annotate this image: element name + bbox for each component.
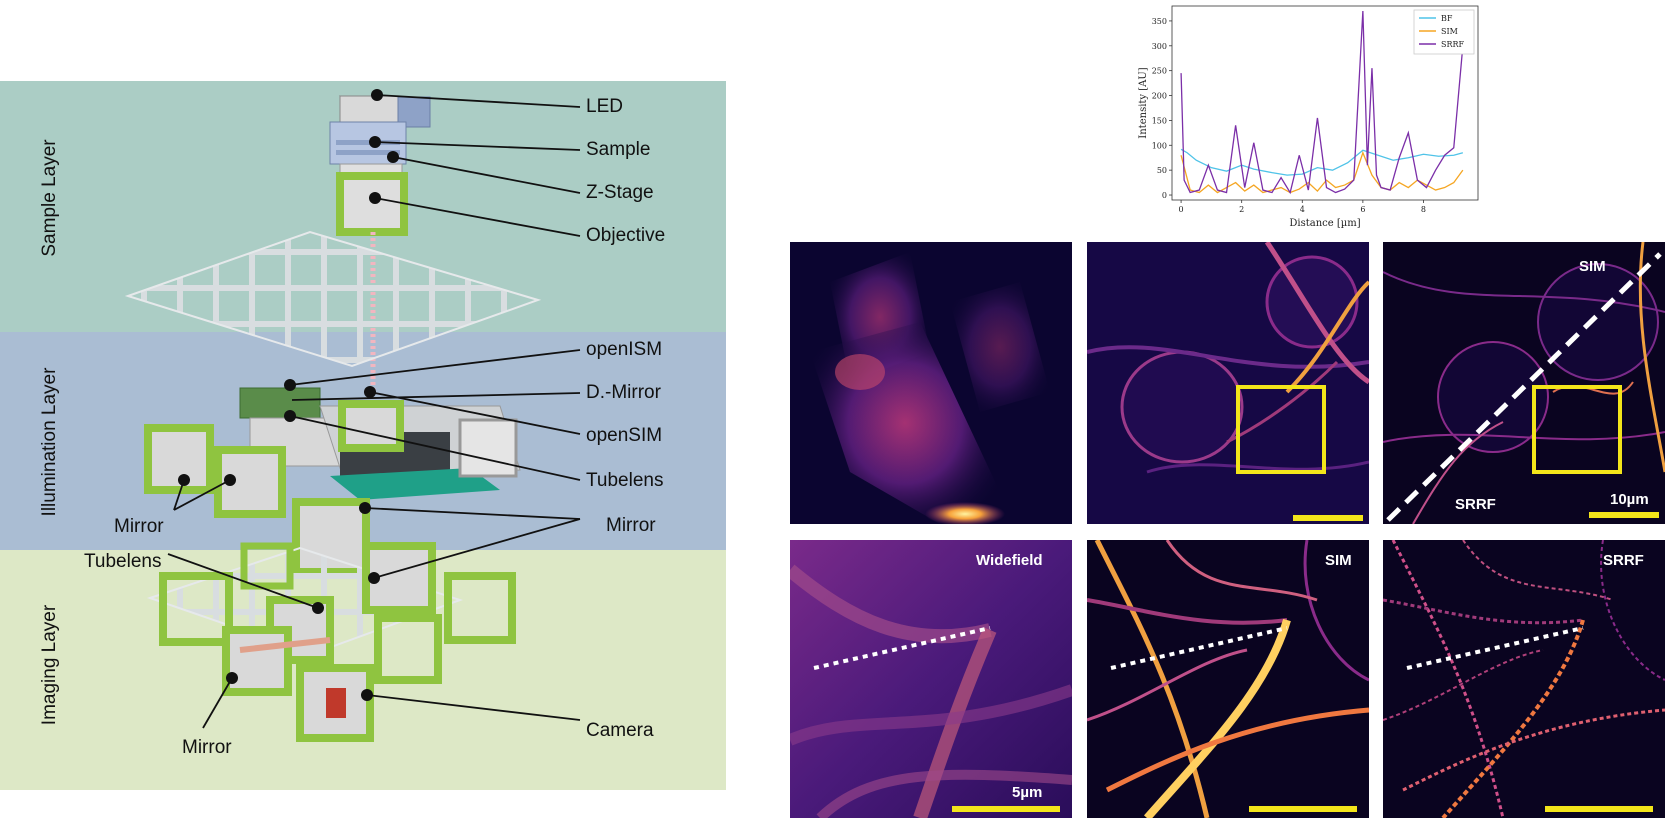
callout-lines (167, 94, 581, 729)
led-module (338, 95, 431, 128)
callout-dots (178, 89, 399, 701)
sim-srrf-overview-image (1383, 242, 1665, 524)
label-bottom-srrf: SRRF (1603, 552, 1644, 569)
base-plate-sample (124, 230, 542, 368)
scalebar-bottom-left (952, 806, 1060, 812)
widefield-zoom-image (790, 540, 1072, 818)
scale-label-bottom-left: 5µm (1012, 784, 1043, 801)
y-tick-label: 100 (1152, 141, 1167, 150)
intensity-profile-chart: 0 2 4 6 8 0 50 100 150 200 250 300 350 Distance [µm] I… (1122, 0, 1484, 234)
sim-overview-image (1087, 242, 1369, 474)
x-tick-label: 4 (1300, 205, 1305, 214)
illumination-modules (144, 387, 521, 576)
callout-tubelens-left: Tubelens (84, 551, 162, 572)
scale-label-top-right: 10µm (1610, 491, 1649, 508)
panel-top-middle-sim (1087, 242, 1369, 524)
panel-bottom-left-widefield: Widefield 5µm (790, 540, 1072, 818)
srrf-zoom-image (1383, 540, 1665, 818)
microscope-assembly-diagram (124, 89, 581, 742)
y-tick-label: 50 (1157, 166, 1167, 175)
y-axis-label: Intensity [AU] (1138, 67, 1149, 138)
x-tick-label: 0 (1179, 205, 1184, 214)
callout-openism: openISM (586, 339, 663, 360)
series-line-sim (1180, 150, 1464, 194)
scalebar-bottom-right (1545, 806, 1653, 812)
x-tick-label: 6 (1360, 205, 1365, 214)
y-tick-label: 350 (1152, 17, 1167, 26)
y-tick-label: 150 (1152, 116, 1167, 125)
label-top-right-srrf: SRRF (1455, 496, 1496, 513)
raw-sim-image (810, 252, 1050, 524)
scalebar-top-middle (1293, 515, 1363, 521)
callout-mirror-left: Mirror (114, 516, 164, 537)
y-tick-label: 250 (1152, 67, 1167, 76)
panel-bottom-right-srrf: SRRF (1383, 540, 1665, 818)
callout-tubelens-right: Tubelens (586, 470, 664, 491)
y-tick-label: 300 (1152, 42, 1167, 51)
imaging-modules (146, 542, 516, 742)
intensity-profile-svg: 0 2 4 6 8 0 50 100 150 200 250 300 350 Distance [µm] I… (1138, 5, 1479, 229)
legend-label-sim: SIM (1441, 27, 1458, 36)
callout-led: LED (586, 96, 623, 117)
scalebar-top-right (1589, 512, 1659, 518)
scalebar-bottom-middle (1249, 806, 1357, 812)
x-axis-label: Distance [µm] (1289, 218, 1360, 229)
x-tick-label: 2 (1239, 205, 1244, 214)
callout-objective: Objective (586, 225, 666, 246)
series-line-srrf (1180, 10, 1464, 195)
callout-z-stage: Z-Stage (586, 182, 654, 203)
label-top-right-sim: SIM (1579, 258, 1606, 275)
legend-label-bf: BF (1441, 14, 1453, 23)
objective-cube (336, 172, 408, 236)
callout-sample: Sample (586, 139, 651, 160)
label-bottom-sim: SIM (1325, 552, 1352, 569)
panel-top-left-raw (790, 242, 1072, 524)
callout-camera: Camera (586, 720, 654, 741)
callout-mirror-right: Mirror (606, 515, 656, 536)
x-tick-label: 8 (1421, 205, 1426, 214)
callout-mirror-bottom: Mirror (182, 737, 232, 758)
callout-d-mirror: D.-Mirror (586, 382, 661, 403)
y-tick-label: 200 (1152, 92, 1167, 101)
series-line-bf (1180, 148, 1464, 176)
panel-bottom-middle-sim: SIM (1087, 540, 1369, 818)
panel-top-right-sim-srrf: SIM SRRF 10µm (1383, 242, 1665, 524)
callout-opensim: openSIM (586, 425, 663, 446)
y-tick-label: 0 (1162, 191, 1167, 200)
label-widefield: Widefield (976, 552, 1043, 569)
sim-zoom-image (1087, 540, 1369, 818)
legend-label-srrf: SRRF (1441, 40, 1465, 49)
